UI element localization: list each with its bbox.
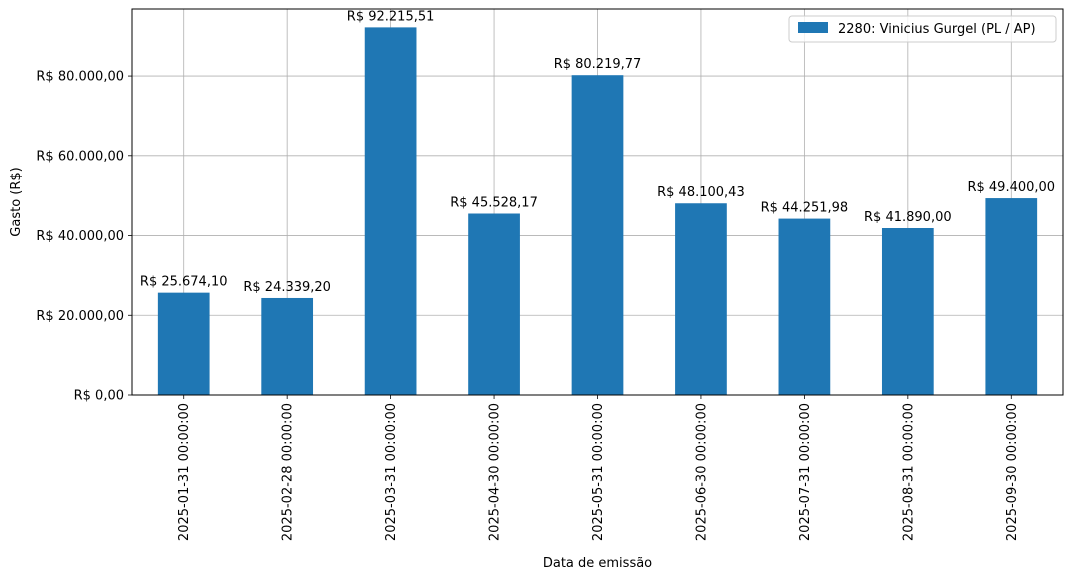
bar bbox=[261, 297, 314, 395]
y-tick-label: R$ 80.000,00 bbox=[36, 70, 124, 85]
bar-value-label: R$ 80.219,77 bbox=[554, 57, 642, 72]
bar bbox=[881, 228, 934, 395]
y-tick-label: R$ 20.000,00 bbox=[36, 309, 124, 324]
bars bbox=[157, 27, 1038, 395]
x-axis-ticks: 2025-01-31 00:00:00 2025-02-28 00:00:00 20… bbox=[177, 395, 1020, 541]
y-tick-label: R$ 0,00 bbox=[74, 389, 124, 404]
x-tick-label: 2025-02-28 00:00:00 bbox=[281, 403, 296, 541]
x-tick-label: 2025-04-30 00:00:00 bbox=[488, 403, 503, 541]
x-tick-label: 2025-08-31 00:00:00 bbox=[901, 403, 916, 541]
bar-value-labels: R$ 25.674,10 R$ 24.339,20 R$ 92.215,51 R$ 4… bbox=[140, 9, 1055, 295]
x-tick-label: 2025-06-30 00:00:00 bbox=[694, 403, 709, 541]
x-tick-label: 2025-03-31 00:00:00 bbox=[384, 403, 399, 541]
legend-box bbox=[788, 15, 1057, 43]
bar-value-label: R$ 41.890,00 bbox=[864, 210, 952, 225]
y-tick-label: R$ 60.000,00 bbox=[36, 149, 124, 164]
bar bbox=[468, 213, 520, 395]
bar-value-label: R$ 24.339,20 bbox=[243, 280, 331, 295]
x-tick-label: 2025-09-30 00:00:00 bbox=[1005, 403, 1020, 541]
bar bbox=[571, 75, 624, 395]
y-tick-label: R$ 40.000,00 bbox=[36, 229, 124, 244]
bar-value-label: R$ 49.400,00 bbox=[967, 180, 1055, 195]
y-axis-ticks: R$ 0,00 R$ 20.000,00 R$ 40.000,00 R$ 60.000… bbox=[36, 70, 132, 404]
x-tick-label: 2025-07-31 00:00:00 bbox=[798, 403, 813, 541]
bar bbox=[675, 203, 727, 395]
bar bbox=[364, 27, 417, 395]
legend-label: 2280: Vinicius Gurgel (PL / AP) bbox=[838, 22, 1036, 37]
x-tick-label: 2025-01-31 00:00:00 bbox=[177, 403, 192, 541]
legend-swatch bbox=[798, 22, 828, 33]
bar-value-label: R$ 45.528,17 bbox=[450, 196, 538, 211]
bar bbox=[778, 218, 831, 395]
bar-value-label: R$ 44.251,98 bbox=[761, 201, 849, 216]
x-axis-label: Data de emissão bbox=[543, 556, 652, 571]
x-tick-label: 2025-05-31 00:00:00 bbox=[591, 403, 606, 541]
legend: 2280: Vinicius Gurgel (PL / AP) bbox=[788, 15, 1057, 43]
y-axis-label: Gasto (R$) bbox=[9, 167, 24, 236]
bar-value-label: R$ 92.215,51 bbox=[347, 9, 435, 24]
bar bbox=[985, 198, 1038, 395]
bar-value-label: R$ 25.674,10 bbox=[140, 275, 228, 290]
bar bbox=[157, 292, 210, 395]
bar-value-label: R$ 48.100,43 bbox=[657, 185, 745, 200]
